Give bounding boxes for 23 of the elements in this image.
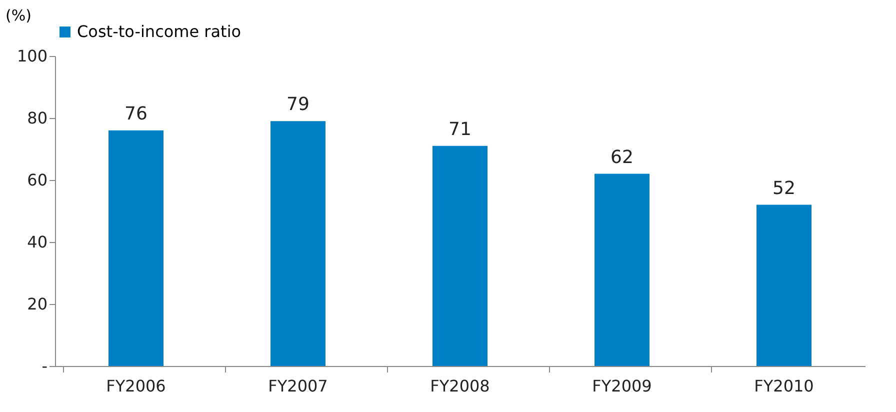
y-tick-label: 80 <box>27 108 48 128</box>
y-tick-label: 60 <box>27 170 48 190</box>
y-axis-title: (%) <box>6 6 32 24</box>
data-label: 76 <box>124 103 148 124</box>
bar <box>594 174 650 366</box>
bar <box>756 204 812 366</box>
x-tick-label: FY2006 <box>106 376 166 396</box>
data-label: 52 <box>772 178 796 199</box>
x-tick-label: FY2010 <box>754 376 814 396</box>
data-label: 71 <box>448 118 472 140</box>
y-tick-label: - <box>42 356 48 376</box>
y-tick-label: 20 <box>27 294 48 314</box>
x-tick-label: FY2007 <box>268 376 328 396</box>
data-label: 79 <box>286 94 310 116</box>
y-tick-label: 40 <box>27 232 48 252</box>
bar <box>432 146 488 366</box>
data-label: 62 <box>610 146 634 168</box>
legend-label: Cost-to-income ratio <box>77 22 242 41</box>
bar <box>108 130 164 366</box>
x-tick-label: FY2009 <box>592 376 652 396</box>
y-tick-label: 100 <box>16 46 48 66</box>
x-tick-label: FY2008 <box>430 376 490 396</box>
bar <box>270 121 326 366</box>
